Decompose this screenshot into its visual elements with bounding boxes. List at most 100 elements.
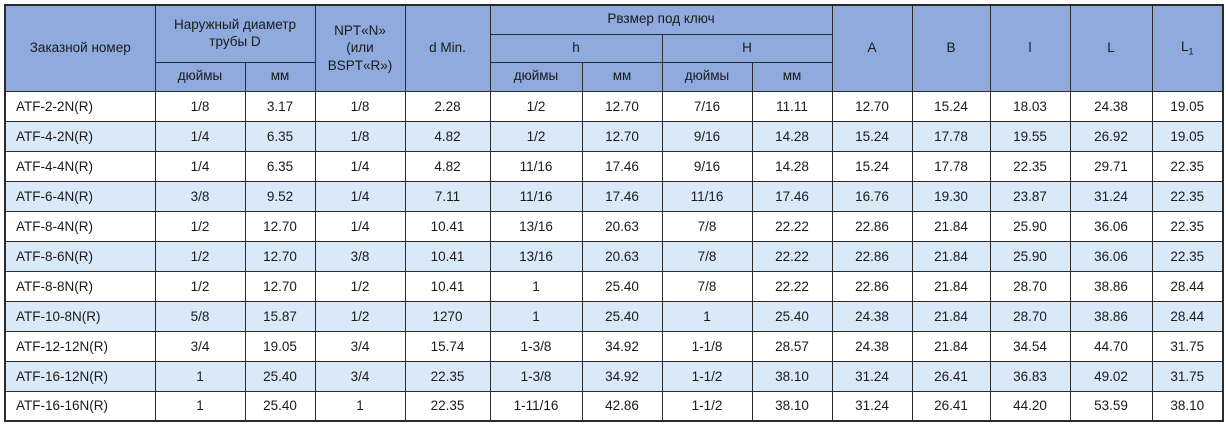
value-cell: 21.84 xyxy=(911,240,991,272)
col-header-H-inches: дюймы xyxy=(661,61,753,92)
value-cell: 1/4 xyxy=(314,150,406,182)
value-cell: 19.05 xyxy=(244,330,316,362)
table-header: Заказной номер Наружный диаметр трубы D … xyxy=(4,4,1224,92)
value-cell: 22.86 xyxy=(831,210,913,242)
value-cell: 22.35 xyxy=(1151,180,1224,212)
order-number-cell: ATF-4-2N(R) xyxy=(4,120,156,152)
value-cell: 1/4 xyxy=(154,120,246,152)
value-cell: 3/4 xyxy=(314,360,406,392)
col-header-outer-diameter: Наружный диаметр трубы D xyxy=(154,4,316,63)
value-cell: 38.10 xyxy=(751,360,833,392)
order-number-cell: ATF-2-2N(R) xyxy=(4,90,156,122)
value-cell: 22.22 xyxy=(751,210,833,242)
value-cell: 10.41 xyxy=(404,270,491,302)
fittings-spec-table: Заказной номер Наружный диаметр трубы D … xyxy=(4,4,1225,422)
value-cell: 12.70 xyxy=(244,210,316,242)
col-header-L1-subscript: 1 xyxy=(1188,46,1194,57)
value-cell: 21.84 xyxy=(911,300,991,332)
value-cell: 25.90 xyxy=(989,210,1071,242)
value-cell: 17.46 xyxy=(581,150,663,182)
value-cell: 15.87 xyxy=(244,300,316,332)
col-header-order-number: Заказной номер xyxy=(4,4,156,92)
order-number-cell: ATF-4-4N(R) xyxy=(4,150,156,182)
value-cell: 11/16 xyxy=(489,180,583,212)
value-cell: 1/4 xyxy=(314,210,406,242)
value-cell: 25.90 xyxy=(989,240,1071,272)
value-cell: 31.24 xyxy=(831,360,913,392)
value-cell: 1-1/2 xyxy=(661,390,753,422)
value-cell: 34.92 xyxy=(581,330,663,362)
value-cell: 20.63 xyxy=(581,210,663,242)
value-cell: 1/2 xyxy=(314,270,406,302)
value-cell: 31.75 xyxy=(1151,360,1224,392)
value-cell: 19.05 xyxy=(1151,120,1224,152)
value-cell: 17.46 xyxy=(751,180,833,212)
value-cell: 14.28 xyxy=(751,150,833,182)
order-number-cell: ATF-8-8N(R) xyxy=(4,270,156,302)
table-row: ATF-8-4N(R) 1/2 12.70 1/4 10.41 13/16 20.63 7/8… xyxy=(4,210,1224,242)
value-cell: 6.35 xyxy=(244,150,316,182)
value-cell: 15.24 xyxy=(831,120,913,152)
order-number-cell: ATF-6-4N(R) xyxy=(4,180,156,212)
table-row: ATF-12-12N(R) 3/4 19.05 3/4 15.74 1-3/8 34.92 1… xyxy=(4,330,1224,362)
value-cell: 3/4 xyxy=(154,330,246,362)
value-cell: 17.46 xyxy=(581,180,663,212)
col-header-h-upper: H xyxy=(661,33,833,63)
value-cell: 1/2 xyxy=(154,210,246,242)
value-cell: 1/8 xyxy=(314,90,406,122)
col-header-L1-base: L xyxy=(1181,38,1189,54)
table-row: ATF-16-12N(R) 1 25.40 3/4 22.35 1-3/8 34.92 1-1… xyxy=(4,360,1224,392)
value-cell: 23.87 xyxy=(989,180,1071,212)
value-cell: 53.59 xyxy=(1069,390,1153,422)
value-cell: 25.40 xyxy=(751,300,833,332)
value-cell: 26.41 xyxy=(911,390,991,422)
value-cell: 6.35 xyxy=(244,120,316,152)
col-header-H-mm: мм xyxy=(751,61,833,92)
value-cell: 1-1/8 xyxy=(661,330,753,362)
col-header-L1: L1 xyxy=(1151,4,1224,92)
table-row: ATF-10-8N(R) 5/8 15.87 1/2 1270 1 25.40 1 25.40 2… xyxy=(4,300,1224,332)
value-cell: 26.92 xyxy=(1069,120,1153,152)
value-cell: 14.28 xyxy=(751,120,833,152)
value-cell: 7/16 xyxy=(661,90,753,122)
value-cell: 13/16 xyxy=(489,210,583,242)
value-cell: 4.82 xyxy=(404,150,491,182)
order-number-cell: ATF-10-8N(R) xyxy=(4,300,156,332)
value-cell: 11.11 xyxy=(751,90,833,122)
value-cell: 22.86 xyxy=(831,270,913,302)
value-cell: 34.92 xyxy=(581,360,663,392)
value-cell: 1 xyxy=(489,270,583,302)
value-cell: 16.76 xyxy=(831,180,913,212)
value-cell: 25.40 xyxy=(244,360,316,392)
value-cell: 22.22 xyxy=(751,240,833,272)
value-cell: 12.70 xyxy=(581,120,663,152)
value-cell: 12.70 xyxy=(244,270,316,302)
value-cell: 25.40 xyxy=(244,390,316,422)
value-cell: 12.70 xyxy=(831,90,913,122)
value-cell: 1-1/2 xyxy=(661,360,753,392)
col-header-wrench-size: Рвзмер под ключ xyxy=(489,4,833,35)
value-cell: 9/16 xyxy=(661,150,753,182)
value-cell: 24.38 xyxy=(1069,90,1153,122)
table-row: ATF-4-2N(R) 1/4 6.35 1/8 4.82 1/2 12.70 9/16 14.… xyxy=(4,120,1224,152)
value-cell: 1 xyxy=(154,390,246,422)
value-cell: 7/8 xyxy=(661,270,753,302)
value-cell: 25.40 xyxy=(581,270,663,302)
value-cell: 44.20 xyxy=(989,390,1071,422)
value-cell: 36.06 xyxy=(1069,210,1153,242)
col-header-l: l xyxy=(989,4,1071,92)
value-cell: 17.78 xyxy=(911,120,991,152)
col-header-d-inches: дюймы xyxy=(154,61,246,92)
table-body: ATF-2-2N(R) 1/8 3.17 1/8 2.28 1/2 12.70 7/16 11.… xyxy=(4,90,1224,422)
value-cell: 31.75 xyxy=(1151,330,1224,362)
value-cell: 9.52 xyxy=(244,180,316,212)
value-cell: 1/4 xyxy=(154,150,246,182)
value-cell: 22.35 xyxy=(404,390,491,422)
order-number-cell: ATF-8-6N(R) xyxy=(4,240,156,272)
value-cell: 28.44 xyxy=(1151,300,1224,332)
value-cell: 2.28 xyxy=(404,90,491,122)
col-header-npt: NPT«N» (или BSPT«R») xyxy=(314,4,406,92)
order-number-cell: ATF-8-4N(R) xyxy=(4,210,156,242)
value-cell: 12.70 xyxy=(581,90,663,122)
value-cell: 9/16 xyxy=(661,120,753,152)
